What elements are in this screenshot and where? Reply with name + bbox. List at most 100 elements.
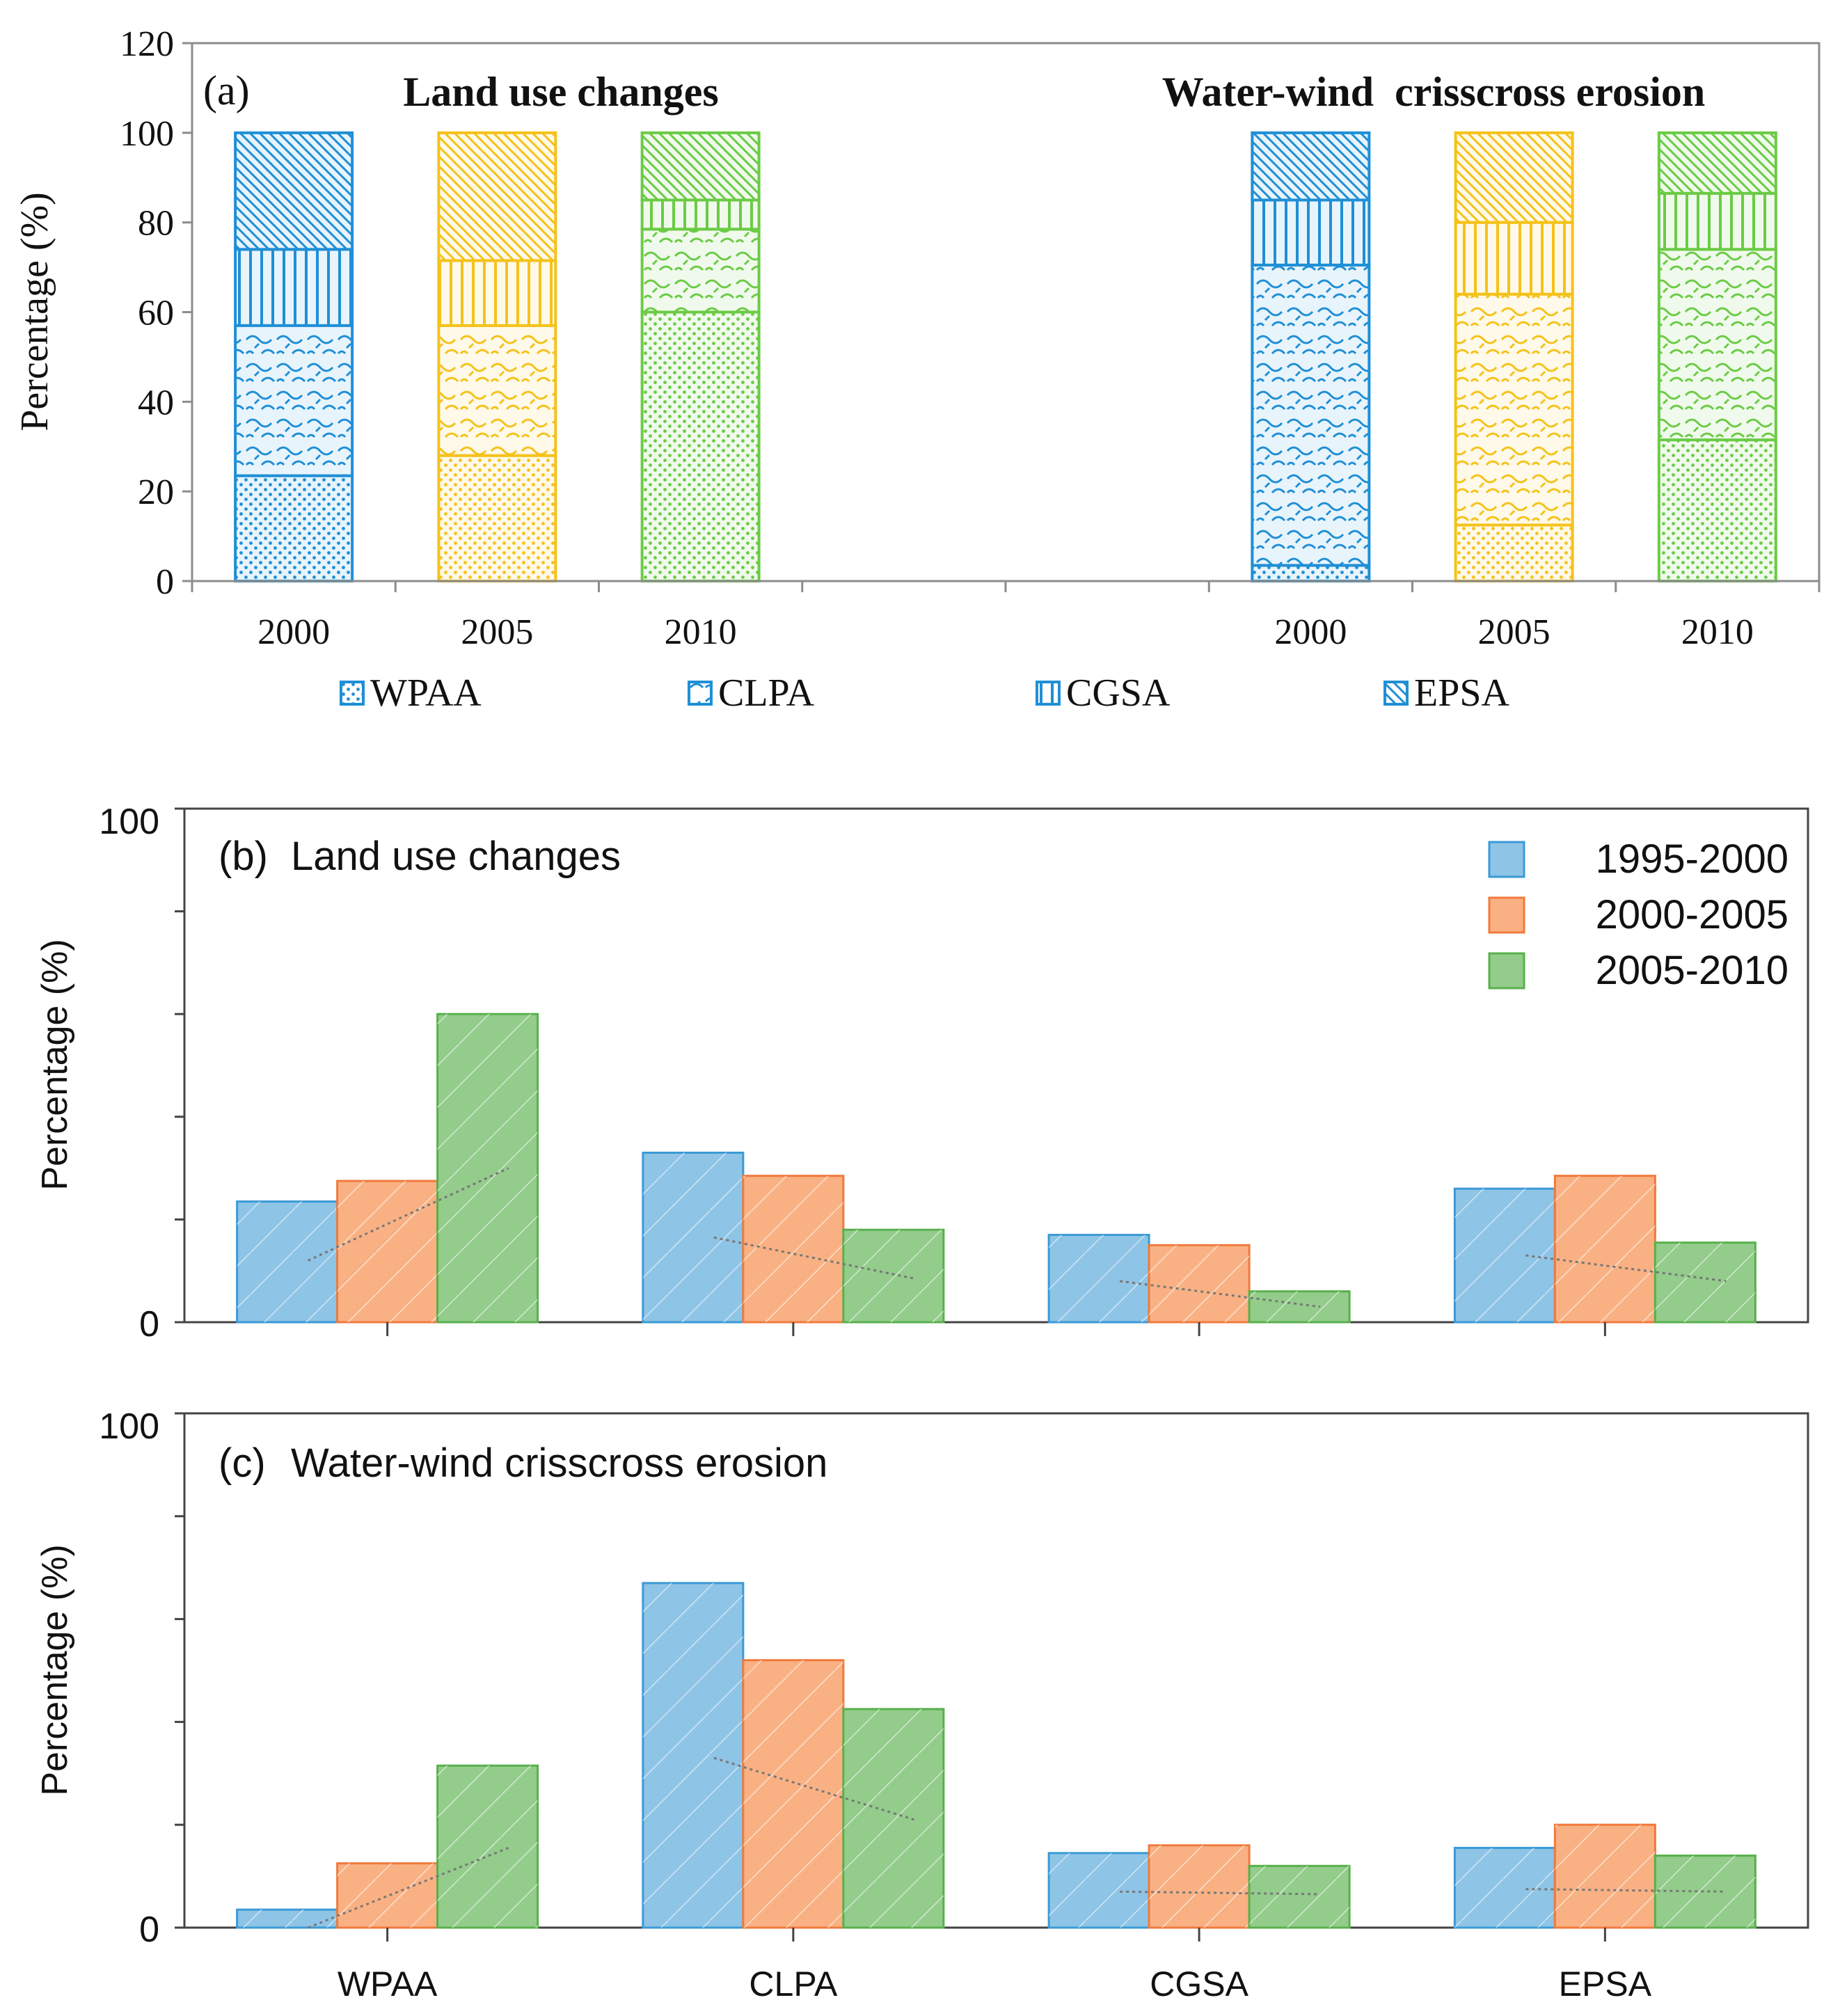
panel-c-bar-hatch bbox=[1049, 1852, 1150, 1928]
panel-a-bar-segment-border bbox=[234, 248, 354, 327]
panel-c-y-tick-label: 0 bbox=[139, 1910, 159, 1950]
panel-c-bar-clpa-2000-2005 bbox=[742, 1659, 845, 1929]
panel-c-x-tick-label: WPAA bbox=[338, 1965, 438, 2003]
panel-b-ylabel: Percentage (%) bbox=[35, 939, 75, 1190]
panel-a-x-tick-label: 2005 bbox=[461, 612, 533, 652]
panel-a-bar-segment-pattern bbox=[235, 132, 353, 250]
panel-b-bar-clpa-1995-2000 bbox=[642, 1151, 745, 1324]
panel-c-bar-hatch bbox=[843, 1708, 944, 1928]
panel-a-bar-segment-border bbox=[640, 228, 761, 314]
panel-a-bar-segment-border bbox=[437, 259, 557, 327]
panel-a-y-axis: 0 20 40 60 80 100 120 bbox=[120, 24, 193, 602]
panel-b-bar-hatch bbox=[437, 1014, 538, 1322]
panel-b-bar-wpaa-2005-2010 bbox=[436, 1013, 539, 1324]
panel-b-legend-swatch bbox=[1488, 896, 1525, 934]
panel-a-bar-segment-pattern bbox=[642, 229, 759, 312]
panel-a-bars bbox=[234, 131, 1777, 583]
panel-a-bar-segment-wpaa bbox=[640, 310, 761, 582]
panel-a-legend-label: CLPA bbox=[718, 672, 815, 715]
panel-c-bar-epsa-2000-2005 bbox=[1553, 1823, 1656, 1929]
panel-c-x-tick-label: EPSA bbox=[1559, 1965, 1652, 2003]
panel-a-legend-item-clpa: CLPA bbox=[688, 672, 815, 715]
panel-b-y-axis: 0 100 bbox=[99, 802, 184, 1344]
panel-b-bar-cgsa-2000-2005 bbox=[1148, 1244, 1251, 1324]
panel-b: 0 100 (b) Land use changes Percentage (%)… bbox=[35, 802, 1809, 1344]
panel-b-legend-item-2005-2010: 2005-2010 bbox=[1488, 948, 1789, 993]
panel-a-bar-segment-wpaa bbox=[1454, 523, 1574, 583]
panel-b-bar-hatch bbox=[1149, 1245, 1250, 1322]
panel-a-bar-segment-border bbox=[1454, 523, 1574, 583]
panel-b-bar-epsa-1995-2000 bbox=[1453, 1187, 1556, 1324]
panel-a-legend-swatch bbox=[1037, 682, 1059, 704]
panel-a-bar-segment-border bbox=[1454, 292, 1574, 527]
panel-b-bar-hatch bbox=[337, 1181, 438, 1322]
panel-b-bar-wpaa-1995-2000 bbox=[236, 1200, 339, 1324]
panel-a: 0 20 40 60 80 100 120 2000 2005 2010 2000 2005 2010… bbox=[13, 24, 1821, 715]
panel-b-legend-label: 1995-2000 bbox=[1596, 836, 1789, 882]
panel-b-plot-frame bbox=[183, 807, 1809, 1324]
panel-b-bar-hatch bbox=[743, 1175, 843, 1322]
panel-c-title: Water-wind crisscross erosion bbox=[291, 1440, 827, 1486]
panel-a-bar-segment-wpaa bbox=[1251, 564, 1371, 582]
panel-c-bar-wpaa-1995-2000 bbox=[236, 1908, 339, 1929]
panel-a-bar-segment-epsa bbox=[1251, 131, 1371, 202]
panel-a-y-tick-label: 60 bbox=[138, 294, 174, 333]
panel-b-legend-label: 2000-2005 bbox=[1596, 892, 1789, 937]
panel-a-bar-segment-border bbox=[437, 131, 557, 262]
panel-a-bar-segment-border bbox=[1251, 564, 1371, 582]
panel-a-bar-segment-border bbox=[1251, 131, 1371, 202]
panel-c-trend-line bbox=[308, 1847, 509, 1929]
panel-a-y-tick-label: 80 bbox=[138, 204, 174, 244]
panel-c-bar-hatch bbox=[1149, 1845, 1250, 1928]
panel-a-bar-segment-clpa bbox=[437, 324, 557, 457]
panel-c-bar-cgsa-2005-2010 bbox=[1248, 1864, 1351, 1929]
panel-a-y-tick-label: 100 bbox=[120, 114, 174, 154]
panel-a-bar-segment-border bbox=[1657, 191, 1777, 251]
panel-a-bar-segment-clpa bbox=[640, 228, 761, 314]
panel-a-bar-segment-pattern bbox=[1455, 132, 1573, 223]
panel-b-legend-swatch bbox=[1488, 952, 1525, 990]
panel-b-y-tick-label: 0 bbox=[139, 1304, 159, 1344]
panel-c-bar-clpa-2005-2010 bbox=[842, 1708, 945, 1929]
panel-a-bar-segment-clpa bbox=[234, 324, 354, 477]
panel-a-bar-segment-pattern bbox=[1252, 132, 1370, 200]
panel-c-bar-cgsa-1995-2000 bbox=[1047, 1852, 1150, 1929]
panel-a-bar-segment-pattern bbox=[235, 325, 353, 476]
panel-a-bar-segment-pattern bbox=[1658, 440, 1776, 581]
panel-a-y-tick-label: 20 bbox=[138, 473, 174, 512]
panel-a-bar-segment-pattern bbox=[1252, 200, 1370, 265]
panel-a-x-tick-label: 2010 bbox=[1681, 612, 1754, 652]
panel-a-bar-segment-clpa bbox=[1657, 248, 1777, 442]
panel-c-bar-clpa-1995-2000 bbox=[642, 1582, 745, 1929]
panel-a-bar-segment-border bbox=[1657, 438, 1777, 583]
panel-b-trend-line bbox=[1525, 1254, 1727, 1283]
panel-b-trend-line bbox=[1119, 1280, 1321, 1308]
panel-a-label: (a) bbox=[203, 68, 250, 113]
panel-a-bar-segment-wpaa bbox=[234, 474, 354, 583]
panel-a-x-tick-label: 2000 bbox=[1274, 612, 1347, 652]
panel-a-bar-segment-pattern bbox=[642, 200, 759, 230]
panel-c-bar-hatch bbox=[237, 1910, 338, 1928]
panel-b-bar-epsa-2005-2010 bbox=[1653, 1241, 1756, 1324]
panel-b-bar-cgsa-2005-2010 bbox=[1248, 1290, 1351, 1324]
panel-c-bar-epsa-1995-2000 bbox=[1453, 1846, 1556, 1929]
panel-a-legend-item-cgsa: CGSA bbox=[1036, 672, 1171, 715]
panel-b-trend-line bbox=[713, 1236, 915, 1280]
panel-a-bar-segment-pattern bbox=[1455, 222, 1573, 294]
panel-a-bar-segment-border bbox=[234, 474, 354, 583]
panel-a-bar-segment-pattern bbox=[235, 249, 353, 326]
panel-c-y-tick-label: 100 bbox=[99, 1406, 159, 1447]
panel-c-x-tick-label: CLPA bbox=[749, 1965, 838, 2003]
panel-a-bar-segment-border bbox=[1251, 263, 1371, 567]
panel-b-y-tick-label: 100 bbox=[99, 802, 159, 842]
panel-b-legend-item-2000-2005: 2000-2005 bbox=[1488, 892, 1789, 937]
panel-a-bar-segment-epsa bbox=[1454, 131, 1574, 224]
panel-a-x-tick-label: 2005 bbox=[1478, 612, 1550, 652]
panel-c-y-axis: 0 100 bbox=[99, 1406, 184, 1950]
panel-c: 0 100 WPAA CLPA CGSA EPSA (c) Water-wind cri… bbox=[35, 1406, 1809, 2003]
panel-a-x-tick-label: 2010 bbox=[665, 612, 737, 652]
panel-a-bar-segment-clpa bbox=[1251, 263, 1371, 567]
panel-a-legend-swatch bbox=[341, 682, 363, 704]
panel-a-bar-segment-pattern bbox=[438, 260, 556, 326]
